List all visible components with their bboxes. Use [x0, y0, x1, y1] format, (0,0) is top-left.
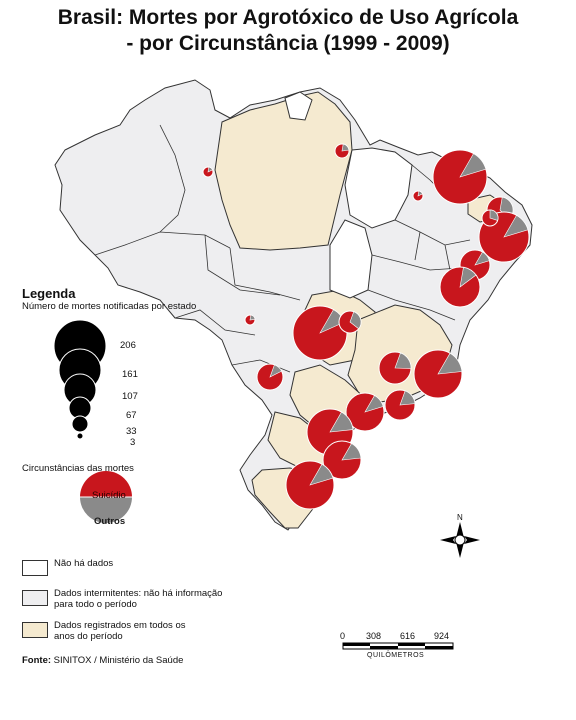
pie-goias-north-others-slice [349, 311, 362, 330]
pie-piaui-north [412, 190, 424, 202]
legend-no-data-swatch [22, 560, 48, 576]
size-legend-circle-3 [76, 432, 84, 440]
scale-tick-0: 0 [340, 631, 346, 641]
legend-others-half [80, 497, 132, 523]
legend-registered-swatch [22, 622, 48, 638]
legend-no-data-label: Não há dados [54, 558, 114, 569]
pie-rondonia [244, 314, 256, 326]
compass-n-label: N [457, 513, 463, 522]
legend-others-label: Outros [94, 516, 126, 527]
pie-para [334, 143, 350, 159]
size-label-3: 3 [130, 437, 136, 448]
size-label-33: 33 [126, 426, 137, 437]
legend-heading: Legenda [22, 286, 76, 301]
legend-intermittent-label: Dados intermitentes: não há informação p… [54, 588, 223, 610]
pie-sao-paulo [345, 392, 385, 432]
scale-bar-seg-1 [343, 643, 370, 646]
size-label-206: 206 [120, 340, 136, 351]
pie-ceara [432, 149, 488, 205]
pie-minas-north-others-slice [394, 352, 412, 369]
pie-alagoas-others-slice [474, 251, 490, 266]
legend-size-subtitle: Número de mortes notificadas por estado [22, 301, 197, 312]
legend-registered-label: Dados registrados em todos os anos do pe… [54, 620, 186, 642]
pie-amazonas [202, 166, 214, 178]
state-maranhao [344, 147, 413, 229]
pie-mato-grosso-do-sul-others-slice [269, 364, 283, 378]
scale-tick-924: 924 [434, 631, 450, 641]
scale-bar-seg-4 [425, 646, 453, 649]
source-text: SINITOX / Ministério da Saúde [53, 655, 184, 666]
size-label-161: 161 [122, 369, 138, 380]
pie-santa-catarina [322, 440, 362, 480]
pie-espirito-santo [413, 349, 463, 399]
scale-unit: QUILÔMETROS [367, 652, 425, 659]
pie-parana-others-slice [329, 411, 354, 433]
pie-rio-grande-do-sul-others-slice [309, 463, 334, 486]
size-label-67: 67 [126, 410, 137, 421]
compass-west-arrow [440, 536, 456, 544]
pie-piaui-north-others-slice [417, 190, 423, 197]
state-amapa [284, 91, 313, 121]
compass-south-arrow [456, 542, 464, 558]
pie-amazonas-others-slice [207, 166, 213, 173]
pie-rio-de-janeiro-others-slice [399, 390, 416, 406]
source-label: Fonte: [22, 655, 52, 666]
size-legend-circle-33 [71, 415, 89, 433]
scale-tick-308: 308 [366, 631, 382, 641]
compass-east-arrow [464, 536, 480, 544]
pie-santa-catarina-others-slice [341, 443, 362, 461]
compass-center [454, 534, 466, 546]
pie-minas-north [378, 351, 412, 385]
pie-espirito-santo-others-slice [437, 352, 463, 375]
scale-bar-seg-3 [370, 646, 398, 649]
scale-tick-616: 616 [400, 631, 416, 641]
source-note: Fonte: SINITOX / Ministério da Saúde [22, 655, 183, 666]
legend-suicide-label: Suicídio [92, 490, 126, 501]
pie-ceara-others-slice [459, 153, 487, 178]
map-title-line1: Brasil: Mortes por Agrotóxico de Uso Agr… [57, 6, 519, 29]
legend-circumstances-title: Circunstâncias das mortes [22, 463, 134, 474]
pie-bahia-north [439, 266, 481, 308]
pie-rio-grande-do-sul [285, 460, 335, 510]
size-label-107: 107 [122, 391, 138, 402]
pie-goias-north [338, 310, 362, 334]
pie-paraiba-others-slice [489, 209, 499, 221]
pie-bahia-north-others-slice [459, 266, 477, 288]
state-tocantins [329, 219, 373, 299]
pie-paraiba [481, 209, 499, 227]
pie-mato-grosso-do-sul [256, 363, 284, 391]
pie-rondonia-others-slice [249, 314, 256, 321]
legend-intermittent-swatch [22, 590, 48, 606]
map-title-line2: - por Circunstância (1999 - 2009) [126, 32, 450, 55]
scale-bar-seg-2 [398, 643, 425, 646]
legend-suicide-half [80, 471, 132, 497]
state-borders [94, 124, 471, 373]
pie-para-others-slice [341, 143, 350, 152]
compass-north-arrow [456, 522, 464, 538]
pie-mato-grosso [292, 305, 348, 361]
pie-sao-paulo-others-slice [364, 395, 384, 413]
pie-rio-de-janeiro [384, 389, 416, 421]
pie-pernambuco-others-slice [503, 214, 529, 238]
